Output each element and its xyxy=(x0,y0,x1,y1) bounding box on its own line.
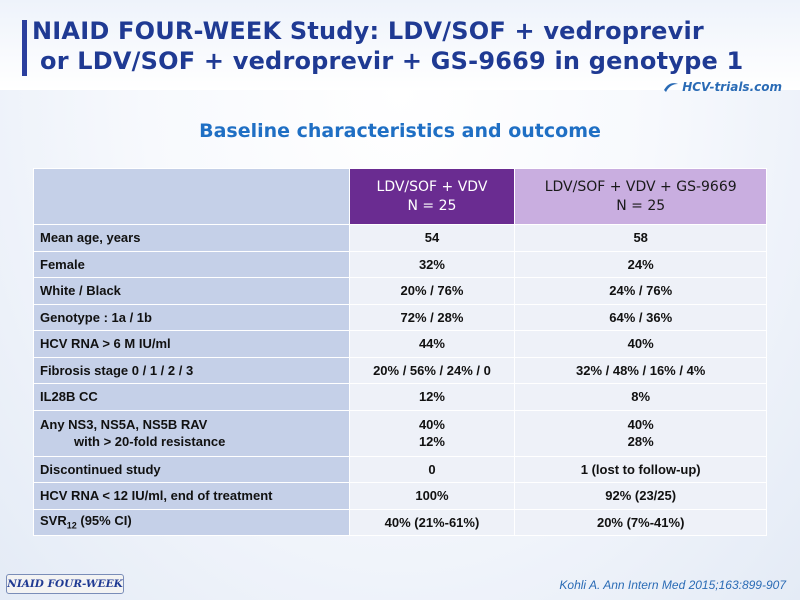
cell-arm-1: 12% xyxy=(348,383,516,411)
cell-arm-1: 44% xyxy=(348,330,516,358)
row-label: Discontinued study xyxy=(33,455,350,483)
header-arm-2: LDV/SOF + VDV + GS-9669 N = 25 xyxy=(514,168,767,225)
table-row: Female 32% 24% xyxy=(33,250,767,278)
rav-label-line-2: with > 20-fold resistance xyxy=(74,434,226,449)
table-row: Discontinued study 0 1 (lost to follow-u… xyxy=(33,455,767,483)
rav-arm-1-line-1: 40% xyxy=(418,417,445,432)
table-row: Genotype : 1a / 1b 72% / 28% 64% / 36% xyxy=(33,303,767,331)
row-label: HCV RNA > 6 M IU/ml xyxy=(33,330,350,358)
row-label: Female xyxy=(33,250,350,278)
swoosh-icon xyxy=(664,83,679,92)
row-label: Genotype : 1a / 1b xyxy=(33,303,350,331)
cell-arm-2-rav: 40% 28% xyxy=(514,409,767,457)
table-row: IL28B CC 12% 8% xyxy=(33,383,767,411)
header-arm-1-name: LDV/SOF + VDV xyxy=(376,178,488,195)
svr-label-main: SVR xyxy=(40,513,67,529)
header-arm-2-name: LDV/SOF + VDV + GS-9669 xyxy=(544,178,737,195)
table-row: White / Black 20% / 76% 24% / 76% xyxy=(33,277,767,305)
title-band xyxy=(0,0,800,90)
baseline-table: LDV/SOF + VDV N = 25 LDV/SOF + VDV + GS-… xyxy=(33,168,767,536)
study-badge: NIAID FOUR-WEEK xyxy=(6,574,124,594)
rav-arm-2-line-1: 40% xyxy=(627,417,654,432)
cell-arm-2: 92% (23/25) xyxy=(514,482,767,510)
row-label: Fibrosis stage 0 / 1 / 2 / 3 xyxy=(33,356,350,384)
header-arm-1-n: N = 25 xyxy=(407,197,457,214)
title-line-2: or LDV/SOF + vedroprevir + GS-9669 in ge… xyxy=(40,47,744,75)
table-row: Mean age, years 54 58 xyxy=(33,224,767,252)
logo-text: HCV-trials.com xyxy=(682,80,782,94)
cell-arm-1: 54 xyxy=(348,224,516,252)
hcv-trials-logo: HCV-trials.com xyxy=(663,78,782,96)
cell-arm-2: 58 xyxy=(514,224,767,252)
row-label-rav: Any NS3, NS5A, NS5B RAV with > 20-fold r… xyxy=(33,409,350,457)
header-arm-2-n: N = 25 xyxy=(616,197,666,214)
citation: Kohli A. Ann Intern Med 2015;163:899-907 xyxy=(559,578,786,592)
svr-label-suffix: (95% CI) xyxy=(76,513,132,529)
slide-title: NIAID FOUR-WEEK Study: LDV/SOF + vedropr… xyxy=(32,16,792,76)
rav-arm-1-line-2: 12% xyxy=(418,434,445,449)
cell-arm-1: 100% xyxy=(348,482,516,510)
title-accent-bar xyxy=(22,20,27,76)
cell-arm-2: 32% / 48% / 16% / 4% xyxy=(514,356,767,384)
cell-arm-2: 20% (7%-41%) xyxy=(514,508,767,536)
cell-arm-1: 32% xyxy=(348,250,516,278)
cell-arm-1-rav: 40% 12% xyxy=(348,409,516,457)
table-row: HCV RNA > 6 M IU/ml 44% 40% xyxy=(33,330,767,358)
cell-arm-1: 0 xyxy=(348,455,516,483)
table-row: Fibrosis stage 0 / 1 / 2 / 3 20% / 56% /… xyxy=(33,356,767,384)
header-corner-cell xyxy=(33,168,350,225)
title-line-1: NIAID FOUR-WEEK Study: LDV/SOF + vedropr… xyxy=(32,17,704,45)
header-arm-1: LDV/SOF + VDV N = 25 xyxy=(348,168,516,225)
row-label: White / Black xyxy=(33,277,350,305)
table-header-row: LDV/SOF + VDV N = 25 LDV/SOF + VDV + GS-… xyxy=(33,168,767,225)
cell-arm-2: 24% xyxy=(514,250,767,278)
row-label-svr: SVR12 (95% CI) xyxy=(33,508,350,536)
cell-arm-2: 64% / 36% xyxy=(514,303,767,331)
table-row: HCV RNA < 12 IU/ml, end of treatment 100… xyxy=(33,482,767,510)
cell-arm-1: 40% (21%-61%) xyxy=(348,508,516,536)
table-row-rav: Any NS3, NS5A, NS5B RAV with > 20-fold r… xyxy=(33,409,767,457)
rav-label-line-1: Any NS3, NS5A, NS5B RAV xyxy=(40,417,208,432)
table-row-svr: SVR12 (95% CI) 40% (21%-61%) 20% (7%-41%… xyxy=(33,508,767,536)
rav-arm-2-line-2: 28% xyxy=(627,434,654,449)
cell-arm-2: 24% / 76% xyxy=(514,277,767,305)
row-label: Mean age, years xyxy=(33,224,350,252)
cell-arm-1: 20% / 76% xyxy=(348,277,516,305)
slide-subtitle: Baseline characteristics and outcome xyxy=(199,120,601,142)
row-label: HCV RNA < 12 IU/ml, end of treatment xyxy=(33,482,350,510)
cell-arm-1: 72% / 28% xyxy=(348,303,516,331)
cell-arm-2: 40% xyxy=(514,330,767,358)
row-label: IL28B CC xyxy=(33,383,350,411)
cell-arm-1: 20% / 56% / 24% / 0 xyxy=(348,356,516,384)
cell-arm-2: 8% xyxy=(514,383,767,411)
svr-label-subscript: 12 xyxy=(66,521,77,532)
cell-arm-2: 1 (lost to follow-up) xyxy=(514,455,767,483)
